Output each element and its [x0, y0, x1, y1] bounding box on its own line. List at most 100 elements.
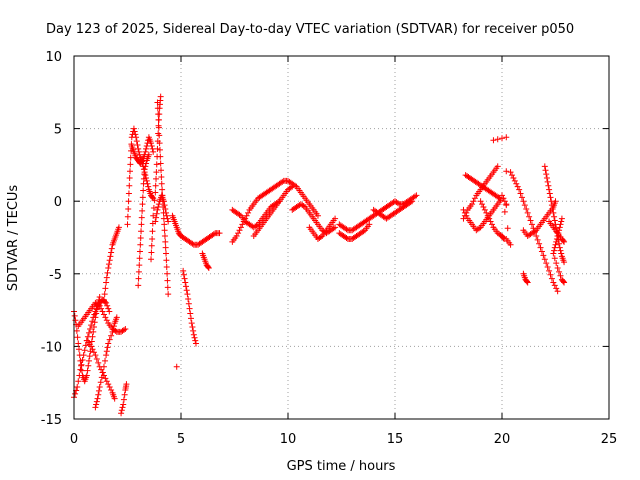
data-point	[99, 308, 106, 315]
data-point	[121, 391, 128, 398]
data-point	[394, 200, 401, 207]
data-point	[343, 234, 350, 241]
data-point	[154, 105, 161, 112]
data-point	[125, 190, 132, 197]
data-point	[158, 180, 165, 187]
data-point	[96, 302, 103, 309]
data-point	[332, 224, 339, 231]
y-tick-label: -5	[49, 268, 62, 283]
data-point	[124, 221, 131, 228]
data-point	[108, 249, 115, 256]
data-point	[556, 227, 563, 234]
data-point	[553, 285, 560, 292]
axis-ticks: 0 5 10 15 20 25 -15 -10 -5 0 5 10	[41, 50, 618, 447]
data-point	[511, 177, 518, 184]
data-point	[216, 230, 223, 237]
data-point	[205, 264, 212, 271]
data-point	[188, 320, 195, 327]
data-point	[101, 291, 108, 298]
data-point	[155, 124, 162, 131]
data-point	[561, 259, 568, 266]
data-point	[503, 201, 510, 208]
data-point	[138, 214, 145, 221]
data-point	[148, 140, 155, 147]
data-point	[494, 163, 501, 170]
data-point	[409, 198, 416, 205]
data-point	[133, 134, 140, 141]
data-point	[366, 221, 373, 228]
x-tick-label: 0	[70, 432, 78, 447]
data-point	[411, 193, 418, 200]
data-point	[543, 171, 550, 178]
data-point	[542, 167, 549, 174]
data-point	[111, 395, 118, 402]
data-point	[105, 264, 112, 271]
series-arc-peak-a	[128, 134, 157, 167]
data-point	[287, 184, 294, 191]
data-point	[137, 241, 144, 248]
data-point	[131, 128, 138, 135]
data-point	[518, 194, 525, 201]
data-point	[481, 206, 488, 213]
data-point	[192, 340, 199, 347]
data-point	[533, 233, 540, 240]
data-point	[210, 231, 217, 238]
data-point	[104, 344, 111, 351]
x-tick-label: 25	[601, 432, 618, 447]
data-point	[501, 198, 508, 205]
data-point	[561, 279, 568, 286]
data-point	[96, 363, 103, 370]
data-point	[102, 357, 109, 364]
y-tick-label: 0	[54, 195, 62, 210]
data-point	[125, 198, 132, 205]
series-arc-peak-b	[135, 151, 152, 289]
data-point	[173, 363, 180, 370]
data-point	[105, 381, 112, 388]
data-point	[546, 186, 553, 193]
data-point	[90, 349, 97, 356]
data-point	[153, 210, 160, 217]
data-point	[317, 234, 324, 241]
data-point	[102, 375, 109, 382]
series-arc-day-e	[306, 215, 339, 242]
data-point	[499, 192, 505, 199]
data-point	[139, 201, 146, 208]
data-point	[108, 386, 115, 393]
data-point	[103, 378, 110, 385]
data-point	[102, 314, 109, 321]
data-point	[548, 198, 555, 205]
data-point	[549, 205, 556, 212]
data-point	[100, 311, 107, 318]
data-point	[551, 217, 558, 224]
data-point	[80, 352, 87, 359]
data-point	[480, 204, 487, 211]
data-point	[90, 314, 97, 321]
data-point	[476, 225, 483, 232]
data-point	[126, 182, 133, 189]
data-point	[544, 178, 551, 185]
data-point	[547, 194, 554, 201]
data-point	[138, 158, 145, 165]
data-point	[495, 194, 502, 201]
data-point	[330, 225, 337, 232]
data-point	[85, 362, 92, 369]
data-point	[243, 212, 250, 219]
data-point	[103, 348, 110, 355]
data-point	[72, 390, 79, 397]
series-arc-late-g	[520, 270, 531, 286]
data-point	[135, 145, 142, 152]
data-point	[149, 228, 156, 235]
data-point	[153, 161, 160, 168]
y-tick-label: 10	[45, 50, 62, 65]
data-point	[183, 287, 190, 294]
data-point	[148, 143, 155, 150]
data-point	[510, 174, 517, 181]
data-point	[105, 305, 112, 312]
data-point	[553, 260, 560, 267]
data-point	[93, 401, 100, 408]
data-point	[184, 291, 191, 298]
data-point	[142, 163, 149, 170]
y-axis-label: SDTVAR / TECUs	[6, 185, 21, 292]
data-point	[180, 267, 187, 274]
data-point	[161, 221, 168, 228]
